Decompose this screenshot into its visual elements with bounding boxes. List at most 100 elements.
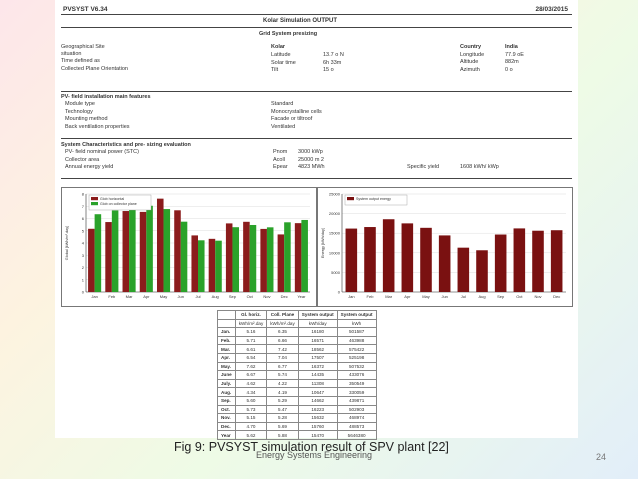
results-table: Gl. horiz. Coll. Plane System output Sys… bbox=[217, 310, 377, 440]
column-header: Gl. horiz. bbox=[234, 310, 268, 320]
column-header: Coll. Plane bbox=[266, 310, 299, 320]
legend-label: Glob horizontal bbox=[100, 197, 124, 201]
value-cell: 16372 bbox=[297, 361, 338, 372]
feature-value: Ventilated bbox=[271, 123, 296, 130]
bar bbox=[215, 240, 222, 292]
y-tick-label: 3 bbox=[82, 253, 85, 258]
x-tick-label: Jan bbox=[91, 294, 97, 299]
row-label-cell: Jan. bbox=[217, 327, 236, 337]
y-tick-label: 8 bbox=[82, 192, 85, 197]
site-label: Tilt bbox=[271, 67, 279, 73]
value-cell: 575422 bbox=[336, 344, 377, 354]
table-units-row: kWh/m².day kWh/m².day kWh/day kWh bbox=[217, 318, 377, 329]
feature-value: Facade or tiltroof bbox=[271, 116, 313, 122]
row-label-cell: Feb. bbox=[217, 335, 236, 346]
x-tick-label: Jul bbox=[195, 294, 200, 299]
x-tick-label: Aug bbox=[212, 294, 219, 299]
bar bbox=[243, 221, 250, 292]
value-cell: 6.61 bbox=[234, 344, 268, 354]
divider bbox=[61, 14, 572, 15]
value-cell: 5.74 bbox=[266, 370, 299, 380]
syschar-label: Collector area bbox=[65, 156, 100, 163]
country-value: 77.9 oE bbox=[505, 51, 524, 58]
x-tick-label: Apr bbox=[404, 294, 411, 299]
bar bbox=[146, 205, 153, 292]
site-value: 15 o bbox=[323, 67, 334, 73]
table-row: Sep. 5.60 5.29 14662 439871 bbox=[217, 395, 377, 406]
value-cell: 507532 bbox=[336, 361, 377, 372]
legend-swatch bbox=[347, 197, 354, 201]
y-tick-label: 10000 bbox=[329, 250, 341, 255]
country-label: Azimuth bbox=[460, 66, 480, 73]
bar bbox=[174, 210, 181, 292]
site-value: 6h 33m bbox=[323, 59, 342, 66]
value-cell: 14662 bbox=[297, 395, 338, 406]
row-label-cell: Mar. bbox=[217, 344, 236, 354]
table-row: May. 7.62 6.77 16372 507532 bbox=[217, 361, 377, 372]
bar bbox=[550, 230, 563, 292]
grid-label: Time defined as bbox=[61, 58, 100, 65]
features-labels: Module type Technology Mounting method B… bbox=[65, 101, 130, 131]
pvsyst-report-sheet: PVSYST V6.34 28/03/2015 Kolar Simulation… bbox=[55, 0, 578, 440]
bar bbox=[156, 198, 164, 292]
table-row: June 6.67 5.74 14435 433076 bbox=[217, 370, 377, 380]
value-cell: 16223 bbox=[297, 404, 338, 415]
value-cell: 330059 bbox=[336, 387, 377, 397]
page-number: 24 bbox=[596, 452, 607, 462]
country-label: Country bbox=[460, 44, 482, 50]
feature-label: Back ventilation properties bbox=[65, 123, 130, 130]
x-tick-label: Apr bbox=[143, 294, 150, 299]
table-row: Year 5.62 5.88 15470 5646380 bbox=[217, 430, 377, 440]
bar bbox=[532, 230, 544, 292]
bar bbox=[88, 228, 95, 292]
value-cell: 4.70 bbox=[234, 421, 268, 432]
syschar-labels: PV- field nominal power (STC) Collector … bbox=[65, 149, 139, 172]
value-cell: 5.62 bbox=[234, 430, 268, 440]
row-label-cell: June bbox=[217, 370, 236, 380]
x-tick-label: Jun bbox=[178, 294, 184, 299]
table-row: Mar. 6.61 7.42 18562 575422 bbox=[217, 344, 377, 354]
row-label-cell: Apr. bbox=[217, 352, 236, 363]
y-tick-label: 0 bbox=[338, 290, 341, 295]
table-row: Dec. 4.70 5.69 15760 488573 bbox=[217, 421, 377, 432]
x-tick-label: Year bbox=[297, 294, 306, 299]
value-cell: 5.28 bbox=[266, 413, 299, 423]
report-title: Kolar Simulation OUTPUT bbox=[263, 18, 338, 24]
value-cell: 5.60 bbox=[234, 395, 268, 406]
syschar-label: PV- field nominal power (STC) bbox=[65, 149, 139, 155]
country-values: India 77.9 oE 882m 0 o bbox=[505, 44, 524, 74]
unit-cell: kWh/m².day bbox=[234, 318, 268, 329]
y-tick-label: 5 bbox=[82, 228, 85, 233]
bar bbox=[364, 227, 376, 292]
value-cell: 463988 bbox=[336, 335, 377, 346]
table-row: Feb. 5.71 6.66 16571 463988 bbox=[217, 335, 377, 346]
value-cell: 6.35 bbox=[266, 327, 299, 337]
unit-cell: kWh/m².day bbox=[266, 318, 299, 329]
value-cell: 18562 bbox=[297, 344, 338, 354]
column-header: System output bbox=[336, 310, 377, 320]
x-tick-label: Feb bbox=[367, 294, 375, 299]
bar bbox=[382, 219, 395, 292]
bar bbox=[225, 223, 233, 292]
bar bbox=[266, 227, 274, 292]
value-cell: 11308 bbox=[297, 378, 338, 389]
bar bbox=[284, 222, 291, 292]
y-tick-label: 2 bbox=[82, 265, 85, 270]
y-tick-label: 6 bbox=[82, 216, 85, 221]
legend-swatch bbox=[91, 202, 98, 206]
row-label-cell: May. bbox=[217, 361, 236, 372]
x-tick-label: Nov bbox=[263, 294, 270, 299]
feature-label: Mounting method bbox=[65, 116, 108, 122]
y-tick-label: 25000 bbox=[329, 192, 341, 197]
row-label-cell: Oct. bbox=[217, 404, 236, 415]
table-header-row: Gl. horiz. Coll. Plane System output Sys… bbox=[217, 310, 377, 320]
table-row: Oct. 5.73 5.47 16223 502903 bbox=[217, 404, 377, 415]
feature-label: Module type bbox=[65, 101, 95, 107]
value-cell: 7.62 bbox=[234, 361, 268, 372]
table-row: Aug. 4.34 4.19 10647 330059 bbox=[217, 387, 377, 397]
bar bbox=[420, 227, 432, 292]
y-tick-label: 4 bbox=[82, 241, 85, 246]
unit-cell bbox=[217, 318, 236, 329]
bar bbox=[208, 238, 216, 292]
x-tick-label: Jul bbox=[461, 294, 466, 299]
